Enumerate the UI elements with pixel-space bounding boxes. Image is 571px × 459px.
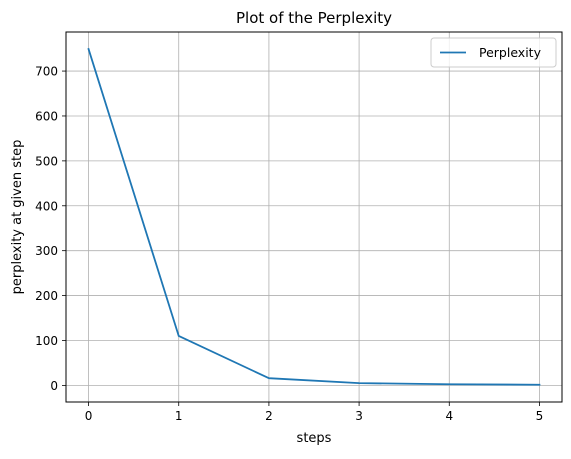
y-tick-label: 100: [35, 334, 58, 348]
plot-area-frame: [65, 31, 563, 403]
y-tick-label: 300: [35, 244, 58, 258]
y-tick-label: 0: [50, 379, 58, 393]
x-tick-label: 0: [85, 409, 93, 423]
legend-box: [430, 37, 557, 68]
series-line-perplexity: [87, 47, 541, 386]
y-tick-label: 200: [35, 289, 58, 303]
chart-title: Plot of the Perplexity: [236, 9, 392, 27]
y-tick-label: 600: [35, 109, 58, 123]
series-layer: [87, 47, 541, 386]
legend: Perplexity: [430, 37, 557, 68]
y-tick-label: 400: [35, 199, 58, 213]
axis-ticks: 0 1 2 3 4 5 0 100 200 300 400 500 600 700: [35, 65, 543, 423]
x-tick-label: 4: [445, 409, 453, 423]
x-tick-label: 1: [175, 409, 183, 423]
x-tick-label: 3: [355, 409, 363, 423]
y-tick-label: 700: [35, 65, 58, 79]
x-tick-label: 2: [265, 409, 273, 423]
y-axis-label: perplexity at given step: [10, 140, 25, 295]
x-axis-label: steps: [297, 431, 332, 446]
legend-label-perplexity: Perplexity: [479, 45, 542, 60]
grid-lines: [66, 32, 562, 402]
y-tick-label: 500: [35, 154, 58, 168]
x-tick-label: 5: [536, 409, 544, 423]
